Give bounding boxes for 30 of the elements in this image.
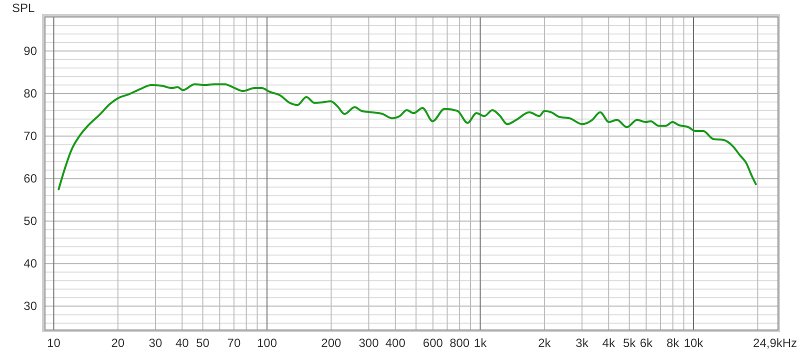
x-tick-label: 1k	[474, 336, 488, 350]
x-tick-label: 6k	[640, 336, 654, 350]
x-tick-label: 5k	[622, 336, 637, 350]
x-axis-title: Hz	[782, 336, 797, 350]
x-tick-label: 70	[227, 336, 241, 350]
x-tick-label: 300	[358, 336, 380, 350]
y-tick-label: 50	[24, 214, 38, 228]
x-tick-label: 10	[47, 336, 61, 350]
y-tick-label: 70	[24, 129, 38, 144]
y-tick-label: 80	[24, 86, 38, 101]
x-tick-label: 30	[148, 336, 162, 350]
x-tick-label: 8k	[666, 336, 680, 350]
x-tick-label: 50	[196, 336, 210, 350]
x-tick-label: 100	[256, 336, 278, 350]
x-tick-label: 20	[111, 336, 125, 350]
y-tick-label: 30	[24, 299, 38, 314]
x-tick-label: 2k	[538, 336, 552, 350]
x-tick-label: 4k	[602, 336, 616, 350]
y-tick-label: 40	[24, 256, 38, 271]
x-tick-label: 400	[385, 336, 406, 350]
x-tick-label: 40	[175, 336, 190, 350]
x-tick-label: 200	[321, 336, 342, 350]
y-tick-label: 90	[24, 44, 38, 58]
y-axis-title: SPL	[12, 1, 36, 15]
x-tick-label: 10k	[684, 336, 704, 350]
x-tick-label: 24,9k	[753, 336, 784, 350]
x-tick-label: 3k	[576, 336, 590, 350]
x-tick-label: 600	[422, 336, 444, 350]
x-tick-label: 800	[450, 336, 470, 350]
y-tick-label: 60	[24, 172, 38, 186]
